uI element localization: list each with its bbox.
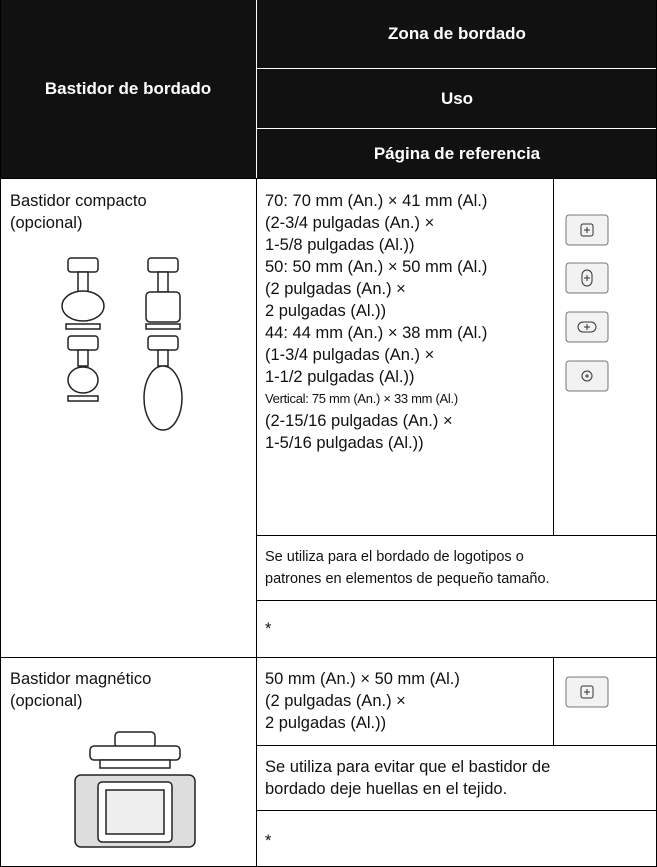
text-line: Se utiliza para evitar que el bastidor d… <box>265 758 551 776</box>
text-line: * <box>265 620 272 638</box>
text-line: 2 pulgadas (Al.)) <box>265 302 387 320</box>
hoop-icon <box>565 214 609 246</box>
text-line: 1-1/2 pulgadas (Al.)) <box>265 368 415 386</box>
header-text: Bastidor de bordado <box>44 79 212 98</box>
header-text: Zona de bordado <box>388 24 526 43</box>
area-text: 70: 70 mm (An.) × 41 mm (Al.) (2-3/4 pulg… <box>265 190 487 454</box>
text-line: (2 pulgadas (An.) × <box>265 280 406 298</box>
text-line: Vertical: 75 mm (An.) × 33 mm (Al.) <box>265 391 458 406</box>
text-line: Bastidor magnético <box>10 670 152 688</box>
use-text: Se utiliza para evitar que el bastidor d… <box>265 756 550 800</box>
text-line: (2 pulgadas (An.) × <box>265 692 406 710</box>
text-line: 70: 70 mm (An.) × 41 mm (Al.) <box>265 192 488 210</box>
hoop-icon <box>565 262 609 294</box>
compact-hoops <box>61 257 183 431</box>
text-line: bordado deje huellas en el tejido. <box>265 780 508 798</box>
text-line: Bastidor compacto <box>10 192 147 210</box>
header-use: Uso <box>257 69 657 128</box>
hoop-icon <box>565 360 609 392</box>
header-text: Página de referencia <box>373 143 541 163</box>
use-text: Se utiliza para el bordado de logotipos … <box>265 546 550 590</box>
text-line: (2-3/4 pulgadas (An.) × <box>265 214 435 232</box>
frame-name: Bastidor magnético (opcional) <box>10 668 151 712</box>
header-area: Zona de bordado <box>257 0 657 68</box>
text-line: 2 pulgadas (Al.)) <box>265 714 387 732</box>
text-line: (opcional) <box>10 692 83 710</box>
header-frame: Bastidor de bordado <box>0 0 256 178</box>
frame-name: Bastidor compacto (opcional) <box>10 190 147 234</box>
text-line: * <box>265 832 272 850</box>
text-line: (1-3/4 pulgadas (An.) × <box>265 346 435 364</box>
text-line: 50 mm (An.) × 50 mm (Al.) <box>265 670 460 688</box>
reference-text: * <box>265 618 271 640</box>
text-line: 1-5/8 pulgadas (Al.)) <box>265 236 415 254</box>
text-line: 1-5/16 pulgadas (Al.)) <box>265 434 424 452</box>
text-line: Se utiliza para el bordado de logotipos … <box>265 549 524 565</box>
magnetic-hoop <box>74 731 196 848</box>
area-text: 50 mm (An.) × 50 mm (Al.) (2 pulgadas (An… <box>265 668 460 734</box>
reference-text: * <box>265 830 271 852</box>
text-line: (2-15/16 pulgadas (An.) × <box>265 412 453 430</box>
text-line: 50: 50 mm (An.) × 50 mm (Al.) <box>265 258 488 276</box>
hoop-icon <box>565 311 609 343</box>
text-line: patrones en elementos de pequeño tamaño. <box>265 571 550 587</box>
hoop-icon <box>565 676 609 708</box>
text-line: (opcional) <box>10 214 83 232</box>
header-text: Uso <box>440 88 474 108</box>
text-line: 44: 44 mm (An.) × 38 mm (Al.) <box>265 324 488 342</box>
header-reference: Página de referencia <box>257 129 657 178</box>
